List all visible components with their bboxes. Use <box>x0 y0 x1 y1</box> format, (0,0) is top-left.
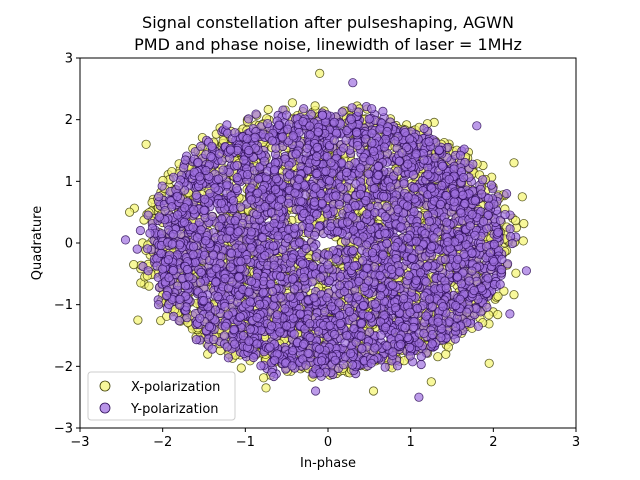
scatter-point <box>281 110 292 120</box>
scatter-point <box>367 104 377 114</box>
chart-title-line2: PMD and phase noise, linewidth of laser … <box>134 35 522 54</box>
scatter-point <box>141 139 151 149</box>
scatter-point <box>135 225 145 236</box>
scatter-point <box>315 68 325 79</box>
scatter-point <box>478 175 488 185</box>
scatter-point <box>250 132 260 142</box>
scatter-point <box>287 98 297 108</box>
scatter-point <box>305 332 315 343</box>
scatter-point <box>218 165 228 175</box>
scatter-point <box>261 383 271 393</box>
scatter-point <box>156 248 166 258</box>
scatter-point <box>352 292 363 302</box>
scatter-point <box>144 281 154 291</box>
scatter-point <box>226 262 236 272</box>
scatter-point <box>154 192 164 202</box>
scatter-point <box>495 279 505 289</box>
scatter-point <box>493 291 503 301</box>
scatter-point <box>473 321 483 331</box>
scatter-point <box>399 179 409 189</box>
scatter-point <box>519 219 529 229</box>
scatter-point <box>368 386 379 396</box>
scatter-point <box>133 315 143 325</box>
scatter-point <box>433 352 443 362</box>
scatter-point <box>493 309 503 320</box>
scatter-point <box>236 363 246 373</box>
scatter-point <box>510 216 521 226</box>
scatter-points <box>120 68 532 402</box>
scatter-point <box>509 158 519 168</box>
scatter-point <box>142 244 153 254</box>
chart-title-line1: Signal constellation after pulseshaping,… <box>142 13 514 32</box>
scatter-point <box>468 159 478 169</box>
scatter-point <box>258 373 269 383</box>
scatter-point <box>308 261 318 271</box>
scatter-point <box>222 120 232 130</box>
scatter-point <box>364 114 374 124</box>
scatter-point <box>441 349 451 359</box>
scatter-point <box>518 236 528 246</box>
scatter-point <box>143 210 153 220</box>
scatter-point <box>511 268 521 278</box>
scatter-point <box>157 181 167 191</box>
scatter-point <box>222 180 232 190</box>
scatter-point <box>370 299 380 309</box>
scatter-point <box>509 290 519 300</box>
scatter-point <box>179 163 189 173</box>
scatter-point <box>376 330 386 340</box>
scatter-point <box>209 334 219 345</box>
scatter-point <box>223 353 233 363</box>
scatter-point <box>484 358 494 368</box>
scatter-point <box>426 377 436 387</box>
scatter-point <box>132 244 142 254</box>
scatter-point <box>207 344 217 354</box>
series-y-polarization <box>120 78 532 402</box>
scatter-point <box>369 183 379 194</box>
scatter-point <box>125 207 135 217</box>
scatter-point <box>416 359 426 370</box>
scatter-point <box>517 192 527 202</box>
scatter-point <box>129 259 139 270</box>
scatter-point <box>213 174 224 184</box>
scatter-point <box>263 104 273 115</box>
scatter-point <box>196 267 206 277</box>
scatter-point <box>458 190 468 200</box>
scatter-point <box>188 250 198 260</box>
scatter-point <box>299 104 309 114</box>
scatter-point <box>310 101 320 111</box>
